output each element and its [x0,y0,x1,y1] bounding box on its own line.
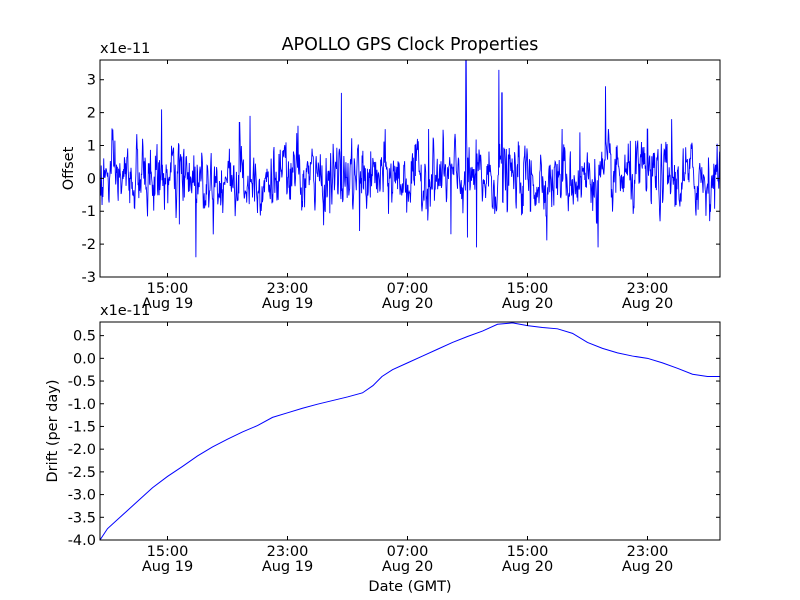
x-tick-time-label: 23:00 [627,544,669,560]
x-tick-time-label: 23:00 [267,281,309,297]
y-tick-label: -1.5 [68,419,96,435]
chart-title: APOLLO GPS Clock Properties [282,35,539,55]
drift-series-line [100,322,720,540]
x-tick-date-label: Aug 20 [502,296,553,312]
y-axis-label: Offset [61,146,77,190]
x-tick-date-label: Aug 19 [142,559,193,575]
drift-panel: -4.0 -3.5 -3.0 -2.5 -2.0 -1.5 -1.0 -0.5 0.0 0.5 15… [45,303,721,595]
y-tick-label: -2.5 [68,465,96,481]
y-tick-label: -1 [82,204,96,220]
x-tick-time-label: 15:00 [507,281,549,297]
y-tick-label: 1 [87,138,96,154]
x-tick-date-label: Aug 19 [142,296,193,312]
y-tick-label: -3.5 [68,510,96,526]
y-tick-label: 0.0 [73,351,96,367]
plot-frame [99,59,721,278]
x-tick-time-label: 23:00 [627,281,669,297]
offset-series-line [100,60,720,258]
x-axis-label: Date (GMT) [368,579,451,595]
x-tick-time-label: 07:00 [387,281,429,297]
y-tick-label: 0 [87,171,96,187]
plot-frame [99,321,721,541]
y-tick-label: -2 [82,237,96,253]
y-tick-label: -1.0 [68,397,96,413]
x-tick-time-label: 15:00 [507,544,549,560]
x-tick-date-label: Aug 20 [382,559,433,575]
x-tick-time-label: 23:00 [267,544,309,560]
y-tick-label: -3.0 [68,488,96,504]
x-tick-date-label: Aug 20 [622,296,673,312]
y-multiplier-label: x1e-11 [100,41,150,57]
x-tick-date-label: Aug 20 [382,296,433,312]
y-tick-label: -2.0 [68,442,96,458]
x-tick-date-label: Aug 20 [622,559,673,575]
x-tick-time-label: 07:00 [387,544,429,560]
y-tick-label: -4.0 [68,533,96,549]
x-tick-time-label: 15:00 [147,544,189,560]
y-tick-label: 3 [87,73,96,89]
y-multiplier-label: x1e-11 [100,303,150,319]
y-tick-label: 0.5 [73,329,96,345]
x-tick-date-label: Aug 20 [502,559,553,575]
y-tick-label: 2 [87,106,96,122]
x-tick-time-label: 15:00 [147,281,189,297]
x-tick-date-label: Aug 19 [262,296,313,312]
x-tick-date-label: Aug 19 [262,559,313,575]
y-tick-label: -0.5 [68,374,96,390]
y-tick-label: -3 [82,270,96,286]
y-axis-label: Drift (per day) [45,380,61,483]
